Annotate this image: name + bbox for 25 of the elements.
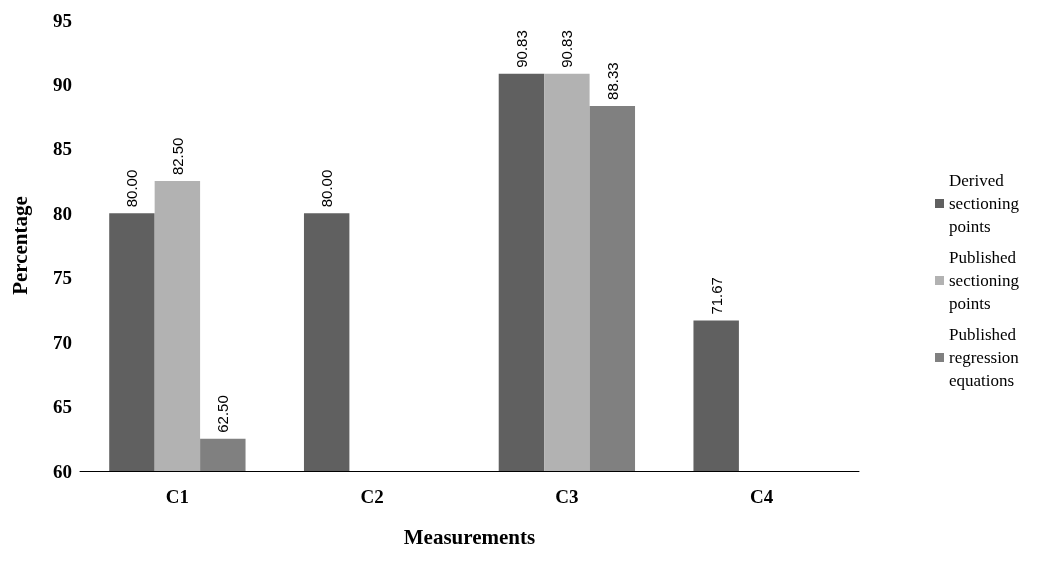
data-label: 88.33 xyxy=(603,62,621,100)
data-label: 80.00 xyxy=(123,169,141,208)
x-axis-title: Measurements xyxy=(403,524,536,549)
y-axis-title: Percentage xyxy=(7,196,32,295)
y-tick-label: 70 xyxy=(53,331,72,353)
y-tick-label: 75 xyxy=(53,267,72,289)
y-tick-label: 80 xyxy=(53,202,72,224)
data-label: 62.50 xyxy=(214,395,232,433)
y-tick-label: 90 xyxy=(53,73,72,95)
data-label: 90.83 xyxy=(558,30,576,68)
x-tick-label: C2 xyxy=(360,486,384,507)
data-label: 80.00 xyxy=(318,169,336,208)
y-tick-label: 95 xyxy=(53,9,72,31)
data-label: 90.83 xyxy=(512,30,530,68)
x-tick-label: C1 xyxy=(165,486,189,507)
legend-label: Derived sectioning points xyxy=(949,171,1024,236)
data-label: 71.67 xyxy=(707,277,725,315)
y-tick-label: 60 xyxy=(53,460,72,482)
x-tick-label: C3 xyxy=(555,486,579,507)
legend-label: Published sectioning points xyxy=(949,248,1024,313)
legend-label: Published regression equations xyxy=(949,325,1024,390)
x-tick-label: C4 xyxy=(750,486,774,507)
data-label: 82.50 xyxy=(168,137,186,176)
y-tick-label: 85 xyxy=(53,138,72,160)
y-tick-label: 65 xyxy=(53,396,72,418)
